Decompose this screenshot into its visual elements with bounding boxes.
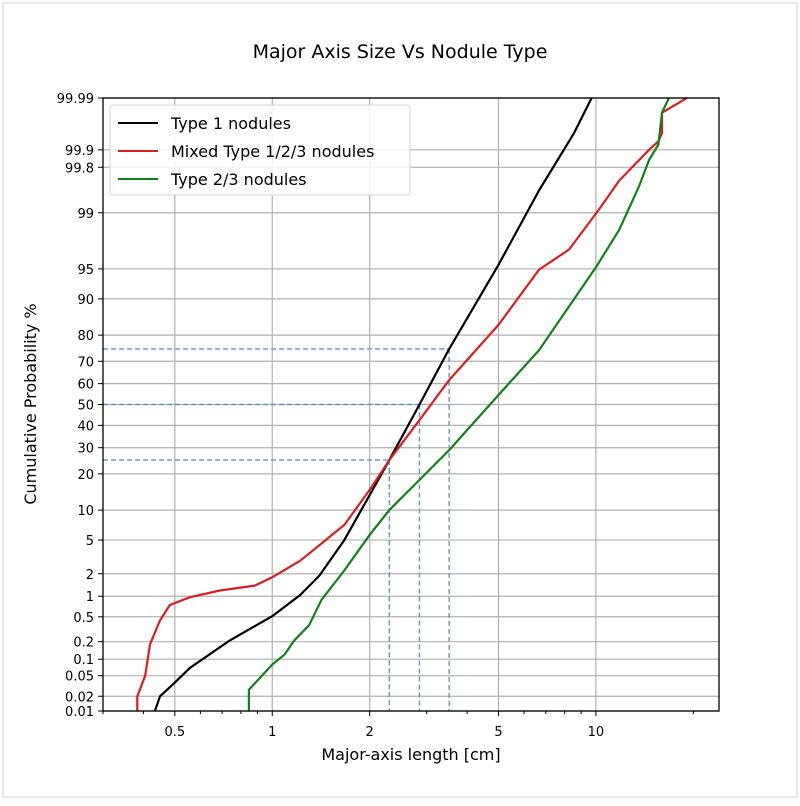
- y-tick-label: 30: [77, 442, 94, 457]
- y-tick-label: 1: [86, 590, 94, 605]
- y-tick-label: 10: [77, 504, 94, 519]
- legend-box: [109, 104, 411, 196]
- y-tick-label: 99: [77, 207, 94, 222]
- x-tick-label: 2: [366, 725, 374, 740]
- series-line-1: [136, 97, 688, 711]
- y-axis-label: Cumulative Probability %: [21, 303, 40, 504]
- x-tick-label: 1: [268, 725, 276, 740]
- y-tick-label: 99.9: [65, 144, 94, 159]
- y-tick-label: 0.02: [65, 690, 94, 705]
- y-tick-label: 80: [77, 329, 94, 344]
- x-tick-label: 0.5: [164, 725, 185, 740]
- y-tick-label: 20: [77, 468, 94, 483]
- series-line-0: [153, 97, 593, 712]
- x-tick-label: 10: [588, 725, 605, 740]
- legend: Type 1 nodules Mixed Type 1/2/3 nodules …: [109, 104, 411, 196]
- y-tick-label: 50: [77, 399, 94, 414]
- reference-lines: [103, 348, 450, 711]
- legend-label-type1: Type 1 nodules: [170, 114, 291, 133]
- y-tick-label: 90: [77, 293, 94, 308]
- legend-label-mixed: Mixed Type 1/2/3 nodules: [171, 142, 374, 161]
- x-axis-label: Major-axis length [cm]: [321, 745, 500, 764]
- y-tick-label: 95: [77, 263, 94, 278]
- y-tick-label: 99.99: [57, 92, 94, 107]
- y-tick-label: 99.8: [65, 161, 94, 176]
- y-tick-label: 60: [77, 378, 94, 393]
- y-tick-label: 0.05: [65, 670, 94, 685]
- series-line-2: [247, 97, 670, 711]
- y-tick-label: 40: [77, 419, 94, 434]
- legend-label-type23: Type 2/3 nodules: [170, 170, 307, 189]
- series-lines: [136, 97, 688, 712]
- axis-ticks: 0.010.02 0.05 0.1 0.2 0.5 1 2 5 10 20 30 40 50 60 70 80…: [57, 92, 694, 740]
- y-tick-label: 2: [86, 568, 94, 583]
- y-tick-label: 0.5: [73, 611, 94, 626]
- y-tick-label: 70: [77, 355, 94, 370]
- x-tick-label: 5: [494, 725, 502, 740]
- y-tick-label: 0.2: [73, 636, 94, 651]
- chart-title: Major Axis Size Vs Nodule Type: [253, 41, 548, 63]
- y-tick-label: 0.01: [65, 705, 94, 720]
- y-tick-label: 0.1: [73, 653, 94, 668]
- y-tick-label: 5: [86, 534, 94, 549]
